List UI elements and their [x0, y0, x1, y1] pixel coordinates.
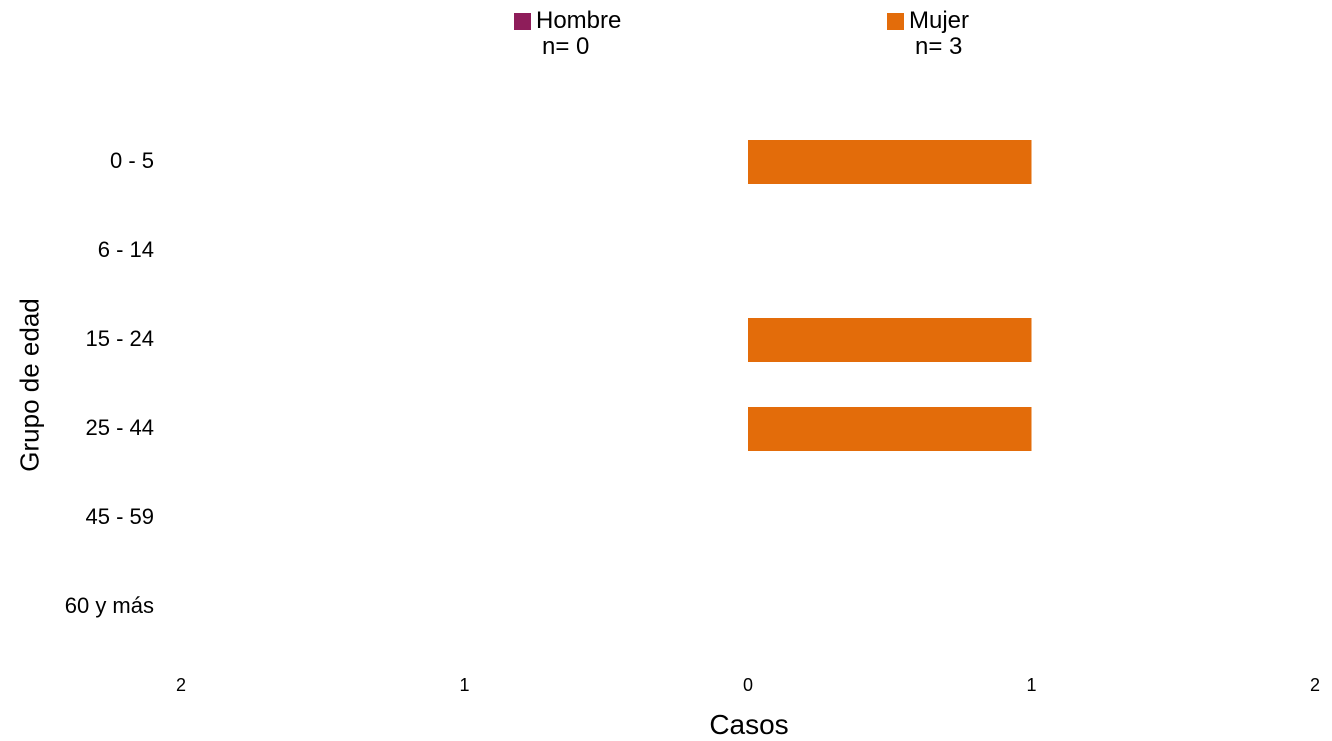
legend-row-mujer: Mujer — [887, 8, 969, 34]
category-label: 15 - 24 — [86, 326, 155, 351]
legend-label-hombre: Hombre — [536, 7, 622, 34]
bar-mujer — [748, 407, 1032, 451]
category-label: 45 - 59 — [86, 504, 155, 529]
x-tick-label: 2 — [176, 675, 186, 695]
bar-mujer — [748, 140, 1032, 184]
category-label: 0 - 5 — [110, 148, 154, 173]
legend-swatch-mujer — [887, 12, 904, 30]
y-axis-title: Grupo de edad — [14, 298, 45, 472]
x-tick-label: 1 — [1026, 675, 1036, 695]
legend-item-hombre: Hombre n= 0 — [514, 8, 621, 60]
bar-mujer — [748, 318, 1032, 362]
x-tick-label: 1 — [459, 675, 469, 695]
legend-label-mujer: Mujer — [909, 7, 970, 34]
legend-row-hombre: Hombre — [514, 8, 621, 34]
category-label: 60 y más — [65, 593, 154, 618]
legend-swatch-hombre — [514, 12, 531, 30]
category-label: 25 - 44 — [86, 415, 155, 440]
category-label: 6 - 14 — [98, 237, 154, 262]
legend-count-hombre: n= 0 — [542, 33, 590, 60]
legend-count-mujer: n= 3 — [915, 33, 963, 60]
x-axis-title: Casos — [709, 709, 789, 740]
x-tick-label: 0 — [743, 675, 753, 695]
x-tick-label: 2 — [1310, 675, 1320, 695]
legend-item-mujer: Mujer n= 3 — [887, 8, 969, 60]
